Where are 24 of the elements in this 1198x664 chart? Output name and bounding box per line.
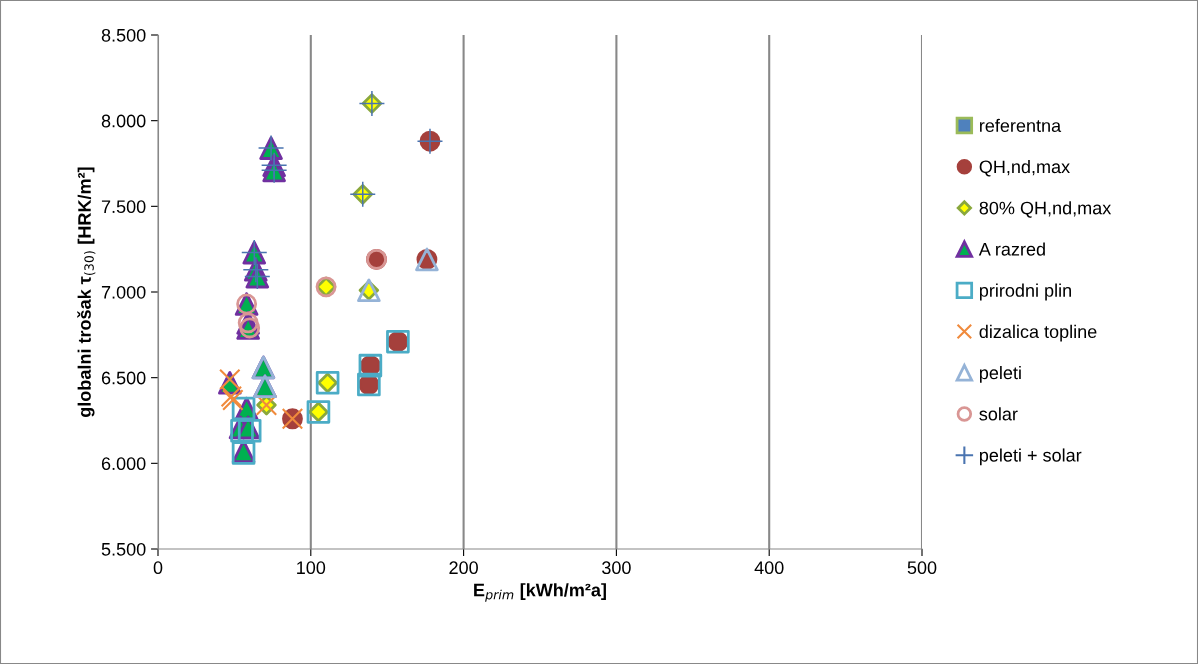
y-tick-label: 8.000 [101, 114, 146, 128]
y-tick-label: 6.000 [101, 457, 146, 471]
x-tick-label: 300 [602, 561, 631, 575]
legend-label: dizalica topline [979, 324, 1097, 342]
x-tick-label: 100 [297, 561, 326, 575]
x-tick-label: 200 [449, 561, 478, 575]
legend-label: referentna [980, 118, 1062, 133]
legend-label: prirodni plin [979, 283, 1071, 301]
legend-label: QH,nd,max [979, 159, 1070, 177]
legend-label: solar [979, 407, 1018, 421]
legend-label: A razred [978, 242, 1045, 256]
y-tick-label: 5.500 [101, 542, 146, 556]
y-axis-title: globalni trošak τ$_{(30)}$ [HRK/m²] [77, 167, 96, 418]
x-tick-label: 400 [754, 561, 784, 575]
legend-label: peleti + solar [979, 448, 1082, 466]
x-tick-label: 500 [907, 561, 937, 575]
legend-label: 80% QH,nd,max [979, 201, 1112, 218]
legend-label: peleti [979, 366, 1021, 383]
y-tick-label: 7.500 [101, 200, 146, 214]
y-tick-label: 8.500 [101, 28, 146, 42]
y-tick-label: 6.500 [101, 371, 146, 385]
x-tick-label: 0 [153, 561, 163, 575]
y-tick-label: 7.000 [101, 285, 146, 299]
x-axis-title: E$_{prim}$ [kWh/m²a] [474, 583, 606, 602]
